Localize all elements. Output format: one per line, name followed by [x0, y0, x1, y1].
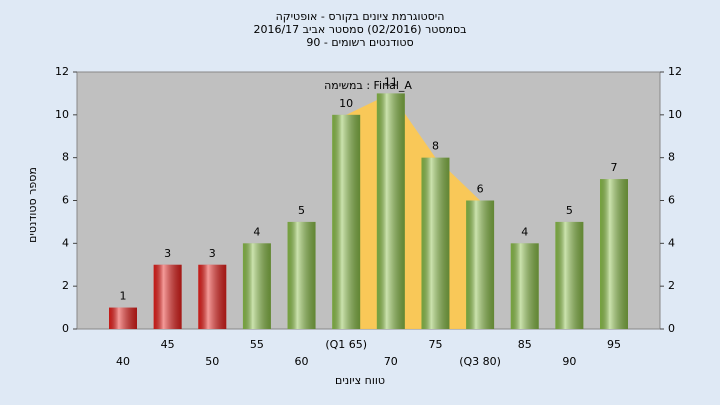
x-tick-label: 70 [384, 355, 398, 368]
y-tick-label: 12 [668, 65, 682, 78]
data-label: 10 [339, 97, 353, 110]
bar-shine [198, 264, 227, 329]
bar-shine [510, 243, 539, 329]
x-tick-label: 60 [295, 355, 309, 368]
data-label: 11 [384, 75, 398, 88]
data-label: 3 [209, 247, 216, 260]
annotation: במשימה : Final_A [324, 79, 412, 92]
data-label: 5 [566, 204, 573, 217]
bar-shine [242, 243, 271, 329]
x-tick-label: 40 [116, 355, 130, 368]
y-tick-label: 0 [668, 322, 675, 335]
chart-title: היסטוגרמת ציונים בקורס - אופטיקה [276, 10, 445, 23]
x-tick-label: 75 [428, 338, 442, 351]
y-tick-label: 10 [55, 108, 69, 121]
x-tick-label: 45 [161, 338, 175, 351]
chart-subtitle: בסמסטר (02/2016) סמסטר אביב 2016/17 [253, 23, 466, 36]
x-tick-label: 95 [607, 338, 621, 351]
y-tick-label: 0 [62, 322, 69, 335]
bar-shine [421, 157, 450, 329]
data-label: 4 [521, 225, 528, 238]
data-label: 3 [164, 247, 171, 260]
bar-shine [466, 200, 495, 329]
data-label: 5 [298, 204, 305, 217]
y-tick-label: 8 [668, 151, 675, 164]
y-tick-label: 6 [62, 194, 69, 207]
y-tick-label: 2 [668, 279, 675, 292]
x-tick-label: 85 [518, 338, 532, 351]
data-label: 7 [611, 161, 618, 174]
bar-shine [109, 307, 137, 329]
y-tick-label: 2 [62, 279, 69, 292]
y-axis-label: מספר סטודנטים [26, 167, 39, 243]
bar-shine [287, 221, 316, 329]
bar-shine [600, 179, 628, 329]
y-tick-label: 10 [668, 108, 682, 121]
data-label: 4 [253, 225, 260, 238]
chart-subtitle: סטודנטים רשומים - 90 [306, 36, 413, 49]
data-label: 1 [120, 290, 127, 303]
bar-shine [153, 264, 182, 329]
bar-shine [376, 93, 405, 330]
x-tick-label: 90 [562, 355, 576, 368]
x-tick-label: 55 [250, 338, 264, 351]
y-tick-label: 12 [55, 65, 69, 78]
data-label: 8 [432, 140, 439, 153]
x-tick-label: 50 [205, 355, 219, 368]
y-tick-label: 8 [62, 151, 69, 164]
x-tick-label: (Q1 65) [325, 338, 367, 351]
y-tick-label: 6 [668, 194, 675, 207]
y-tick-label: 4 [62, 236, 69, 249]
data-label: 6 [477, 183, 484, 196]
x-tick-label: (Q3 80) [459, 355, 501, 368]
x-axis-label: טווח ציונים [335, 374, 385, 387]
bar-shine [555, 221, 584, 329]
y-tick-label: 4 [668, 236, 675, 249]
bar-shine [332, 114, 361, 329]
